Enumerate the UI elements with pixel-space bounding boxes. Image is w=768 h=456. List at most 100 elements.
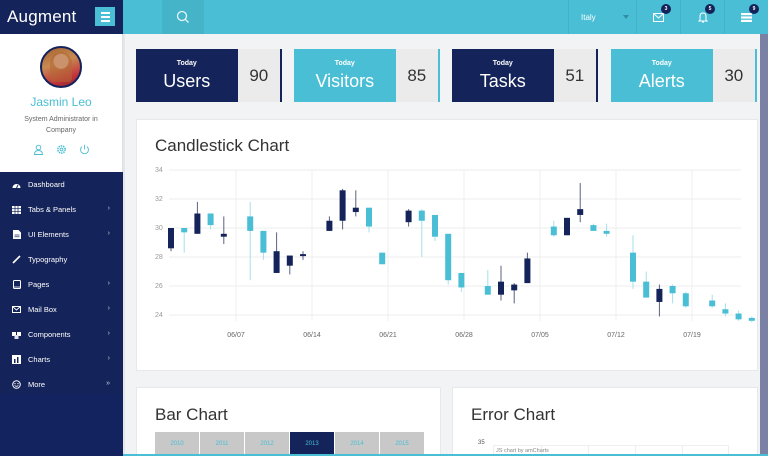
- candle[interactable]: [432, 214, 438, 237]
- chevron-right-icon: ›: [107, 305, 110, 312]
- candle[interactable]: [194, 213, 201, 234]
- messages-badge: 3: [661, 4, 671, 14]
- settings-icon[interactable]: [56, 144, 67, 155]
- candle[interactable]: [484, 286, 491, 295]
- sidebar-item-components[interactable]: Components ›: [0, 322, 123, 347]
- candle[interactable]: [273, 251, 280, 273]
- candle[interactable]: [181, 228, 188, 233]
- candle[interactable]: [168, 228, 174, 249]
- candle[interactable]: [220, 233, 227, 237]
- hamburger-icon: [100, 19, 110, 22]
- sidebar-item-ui-elements[interactable]: UI Elements ›: [0, 222, 123, 247]
- candle[interactable]: [709, 300, 716, 307]
- stat-value: 85: [395, 49, 438, 102]
- search-button[interactable]: [162, 0, 204, 34]
- candle[interactable]: [326, 220, 333, 231]
- candle[interactable]: [511, 284, 518, 291]
- sidebar-item-pages[interactable]: Pages ›: [0, 272, 123, 297]
- tab-2014[interactable]: 2014: [335, 432, 379, 456]
- panel-title: Error Chart: [471, 405, 556, 424]
- chart-credit-link[interactable]: JS chart by amCharts: [496, 448, 549, 454]
- tab-2012[interactable]: 2012: [245, 432, 289, 456]
- sidebar-item-dashboard[interactable]: Dashboard: [0, 172, 123, 197]
- svg-text:06/07: 06/07: [227, 332, 245, 339]
- candle[interactable]: [722, 309, 729, 314]
- sidebar-item-label: Typography: [28, 255, 68, 264]
- candle[interactable]: [656, 288, 663, 302]
- sidebar-item-tabs-panels[interactable]: Tabs & Panels ›: [0, 197, 123, 222]
- stat-value: 90: [237, 49, 280, 102]
- notifications-button[interactable]: 5: [680, 0, 724, 34]
- avatar[interactable]: [40, 46, 82, 88]
- menu-toggle-button[interactable]: [95, 7, 115, 26]
- stat-card-users[interactable]: Today Users 90: [136, 49, 282, 102]
- sidebar-item-charts[interactable]: Charts ›: [0, 347, 123, 372]
- candle[interactable]: [590, 225, 597, 231]
- tab-2015[interactable]: 2015: [380, 432, 424, 456]
- hamburger-icon: [100, 11, 110, 14]
- chevron-right-icon: ›: [107, 280, 110, 287]
- candle[interactable]: [418, 210, 425, 221]
- candle[interactable]: [458, 272, 465, 288]
- svg-text:32: 32: [155, 196, 163, 203]
- candle[interactable]: [577, 209, 584, 215]
- candle[interactable]: [286, 255, 293, 266]
- topbar: Italy 3 5 9: [123, 0, 768, 34]
- candlestick-panel: Candlestick Chart 24 26 28 30 32 34 06/07 06/14…: [136, 119, 758, 371]
- tab-2010[interactable]: 2010: [155, 432, 199, 456]
- stat-label: Alerts: [638, 70, 685, 91]
- candle[interactable]: [207, 213, 214, 226]
- messages-button[interactable]: 3: [636, 0, 680, 34]
- hamburger-icon: [100, 15, 110, 18]
- language-select[interactable]: Italy: [568, 0, 636, 34]
- candle[interactable]: [669, 286, 676, 294]
- svg-text:28: 28: [155, 254, 163, 261]
- candlestick-chart[interactable]: 24 26 28 30 32 34 06/07 06/14 06/21 06/28 07/05 07/…: [137, 120, 757, 370]
- candle[interactable]: [524, 258, 531, 284]
- candle[interactable]: [300, 254, 306, 257]
- tab-2011[interactable]: 2011: [200, 432, 244, 456]
- svg-text:24: 24: [155, 312, 163, 319]
- candle[interactable]: [643, 281, 650, 298]
- stat-caption: Today: [492, 59, 513, 67]
- candle[interactable]: [445, 233, 452, 281]
- panel-title: Bar Chart: [155, 405, 228, 424]
- svg-text:07/12: 07/12: [607, 332, 625, 339]
- candle[interactable]: [247, 216, 254, 231]
- stat-card-tasks[interactable]: Today Tasks 51: [452, 49, 598, 102]
- candle[interactable]: [735, 313, 742, 320]
- candle[interactable]: [550, 226, 557, 236]
- sidebar-item-typography[interactable]: Typography: [0, 247, 123, 272]
- candle[interactable]: [405, 210, 412, 223]
- sidebar-item-more[interactable]: More »: [0, 372, 123, 397]
- page-scrollbar[interactable]: [760, 34, 768, 456]
- sidebar-item-mail-box[interactable]: Mail Box ›: [0, 297, 123, 322]
- candle[interactable]: [352, 207, 359, 213]
- cubes-icon: [12, 330, 21, 339]
- svg-text:06/28: 06/28: [455, 332, 473, 339]
- tasks-button[interactable]: 9: [724, 0, 768, 34]
- caret-down-icon: [623, 15, 629, 19]
- candle[interactable]: [379, 252, 386, 265]
- user-icon[interactable]: [33, 144, 44, 155]
- stat-card-visitors[interactable]: Today Visitors 85: [294, 49, 440, 102]
- candle[interactable]: [498, 281, 504, 295]
- candle[interactable]: [603, 230, 610, 234]
- candle[interactable]: [748, 317, 755, 321]
- power-icon[interactable]: [79, 144, 90, 155]
- candle[interactable]: [564, 217, 570, 236]
- candle[interactable]: [260, 230, 267, 253]
- candle[interactable]: [339, 190, 346, 221]
- candle[interactable]: [682, 293, 689, 307]
- file-icon: [12, 230, 21, 239]
- tasks-badge: 9: [749, 4, 759, 14]
- candle[interactable]: [366, 207, 372, 227]
- tab-2013[interactable]: 2013: [290, 432, 334, 456]
- profile-role: System Administrator in Company: [24, 116, 98, 134]
- stat-card-alerts[interactable]: Today Alerts 30: [611, 49, 757, 102]
- main-content: Today Users 90 Today Visitors 85 Today Task…: [123, 34, 768, 456]
- candle[interactable]: [630, 252, 636, 282]
- profile-name[interactable]: Jasmin Leo: [30, 95, 92, 109]
- year-tabs: 2010 2011 2012 2013 2014 2015: [155, 432, 424, 456]
- error-chart-plot[interactable]: JS chart by amCharts: [493, 445, 729, 456]
